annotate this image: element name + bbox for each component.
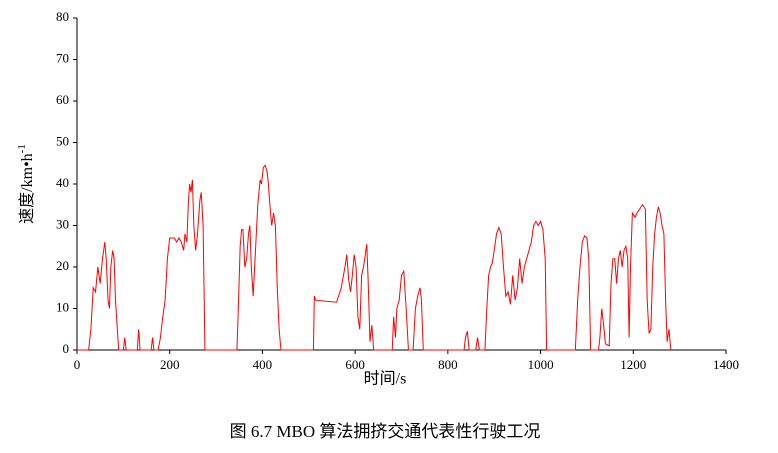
x-tick-label: 800 — [438, 357, 458, 372]
y-tick-label: 20 — [56, 258, 69, 273]
y-tick-label: 30 — [56, 216, 69, 231]
x-tick-label: 1000 — [528, 357, 554, 372]
y-axis-label: 速度/km•h-1 — [16, 144, 36, 224]
x-tick-label: 0 — [74, 357, 81, 372]
speed-line — [77, 164, 672, 351]
y-tick-label: 60 — [56, 92, 69, 107]
y-tick-label: 80 — [56, 9, 69, 24]
caption: 图 6.7 MBO 算法拥挤交通代表性行驶工况 — [230, 422, 541, 441]
y-axis-label-text: 速度/km•h — [18, 153, 36, 224]
x-tick-label: 200 — [160, 357, 180, 372]
y-tick-label: 50 — [56, 133, 69, 148]
x-axis-label: 时间/s — [364, 370, 407, 388]
y-tick-label: 0 — [63, 341, 70, 356]
x-tick-label: 1400 — [713, 357, 739, 372]
y-tick-label: 40 — [56, 175, 69, 190]
y-tick-label: 10 — [56, 299, 69, 314]
x-tick-label: 400 — [253, 357, 273, 372]
x-tick-label: 1200 — [620, 357, 646, 372]
y-axis-label-superscript: -1 — [16, 144, 28, 153]
x-tick-label: 600 — [345, 357, 365, 372]
y-tick-label: 70 — [56, 50, 69, 65]
